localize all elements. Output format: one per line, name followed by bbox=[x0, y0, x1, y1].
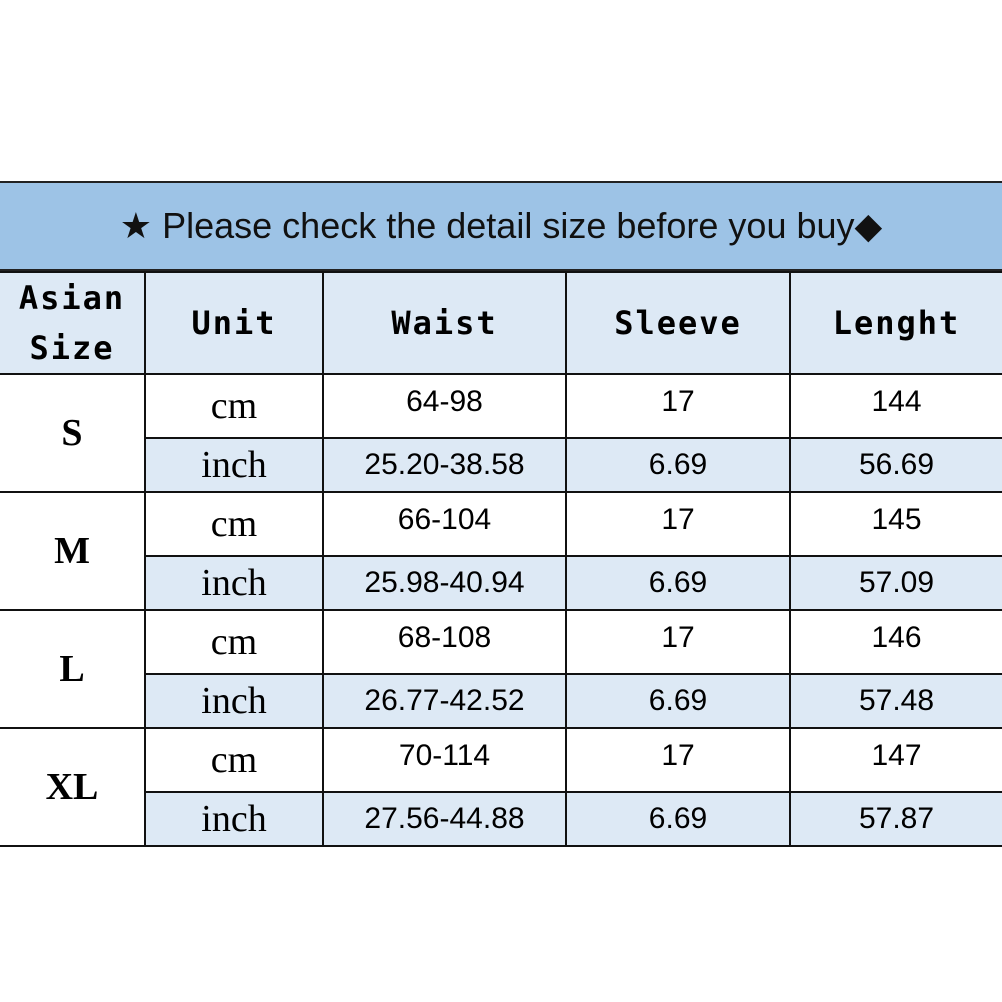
sleeve-cell: 6.69 bbox=[565, 437, 791, 493]
header-row: Asian Size Unit Waist Sleeve Lenght bbox=[0, 271, 1002, 375]
sleeve-cell: 17 bbox=[565, 727, 791, 793]
length-cell: 57.09 bbox=[789, 555, 1002, 611]
header-sleeve: Sleeve bbox=[565, 271, 791, 375]
waist-cell: 26.77-42.52 bbox=[322, 673, 567, 729]
waist-cell: 68-108 bbox=[322, 609, 567, 675]
sleeve-cell: 6.69 bbox=[565, 791, 791, 847]
length-cell: 146 bbox=[789, 609, 1002, 675]
length-cell: 56.69 bbox=[789, 437, 1002, 493]
star-icon: ★ bbox=[119, 205, 153, 246]
sleeve-cell: 17 bbox=[565, 609, 791, 675]
table-row: inch 26.77-42.52 6.69 57.48 bbox=[0, 673, 1002, 729]
length-cell: 144 bbox=[789, 373, 1002, 439]
unit-cell: inch bbox=[145, 555, 324, 611]
size-cell: L bbox=[0, 609, 146, 729]
size-chart: ★ Please check the detail size before yo… bbox=[0, 181, 1002, 847]
length-cell: 147 bbox=[789, 727, 1002, 793]
header-length: Lenght bbox=[789, 271, 1002, 375]
unit-cell: inch bbox=[145, 673, 324, 729]
table-row: inch 25.98-40.94 6.69 57.09 bbox=[0, 555, 1002, 611]
waist-cell: 25.98-40.94 bbox=[322, 555, 567, 611]
length-cell: 57.87 bbox=[789, 791, 1002, 847]
unit-cell: inch bbox=[145, 437, 324, 493]
waist-cell: 27.56-44.88 bbox=[322, 791, 567, 847]
notice-text: Please check the detail size before you … bbox=[162, 205, 855, 246]
unit-cell: cm bbox=[144, 373, 324, 439]
length-cell: 145 bbox=[789, 491, 1002, 557]
diamond-icon: ◆ bbox=[854, 205, 883, 246]
size-cell: S bbox=[0, 373, 146, 493]
unit-cell: inch bbox=[145, 791, 324, 847]
waist-cell: 25.20-38.58 bbox=[322, 437, 567, 493]
table-row: inch 27.56-44.88 6.69 57.87 bbox=[0, 791, 1002, 847]
size-cell: M bbox=[0, 491, 146, 611]
waist-cell: 64-98 bbox=[322, 373, 567, 439]
sleeve-cell: 17 bbox=[565, 373, 791, 439]
unit-cell: cm bbox=[144, 609, 324, 675]
table-row: XL cm 70-114 17 147 bbox=[0, 727, 1002, 847]
header-waist: Waist bbox=[322, 271, 567, 375]
header-size: Asian Size bbox=[0, 271, 146, 375]
unit-cell: cm bbox=[144, 491, 324, 557]
size-cell: XL bbox=[0, 727, 146, 847]
header-unit: Unit bbox=[144, 271, 324, 375]
table-row: inch 25.20-38.58 6.69 56.69 bbox=[0, 437, 1002, 493]
sleeve-cell: 17 bbox=[565, 491, 791, 557]
sleeve-cell: 6.69 bbox=[565, 555, 791, 611]
sleeve-cell: 6.69 bbox=[565, 673, 791, 729]
unit-cell: cm bbox=[144, 727, 324, 793]
notice-banner: ★ Please check the detail size before yo… bbox=[0, 181, 1002, 271]
waist-cell: 70-114 bbox=[322, 727, 567, 793]
length-cell: 57.48 bbox=[789, 673, 1002, 729]
waist-cell: 66-104 bbox=[322, 491, 567, 557]
